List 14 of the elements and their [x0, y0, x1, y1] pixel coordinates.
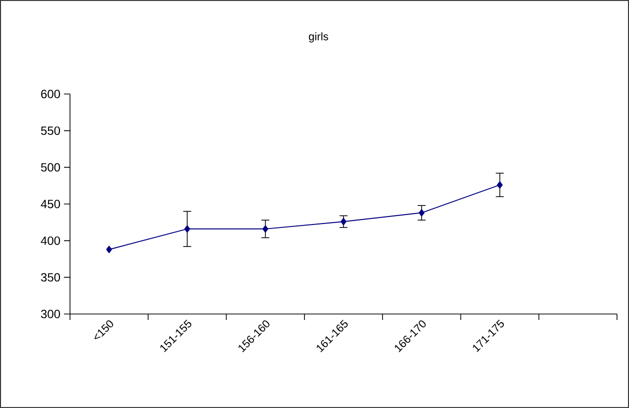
chart-title: girls: [308, 32, 328, 42]
point: [106, 246, 112, 254]
y-tick-label: 300: [40, 310, 60, 318]
point: [418, 209, 425, 216]
point: [262, 225, 268, 233]
y-tick-label: 350: [40, 273, 60, 282]
y-tick-label: 400: [40, 236, 60, 245]
y-tick-label: 500: [41, 163, 60, 172]
point: [496, 181, 503, 189]
point: [340, 218, 346, 226]
y-tick-label: 550: [41, 126, 60, 135]
y-tick-label: 450: [40, 200, 60, 208]
y-tick-label: 600: [41, 90, 60, 98]
point: [184, 225, 190, 233]
